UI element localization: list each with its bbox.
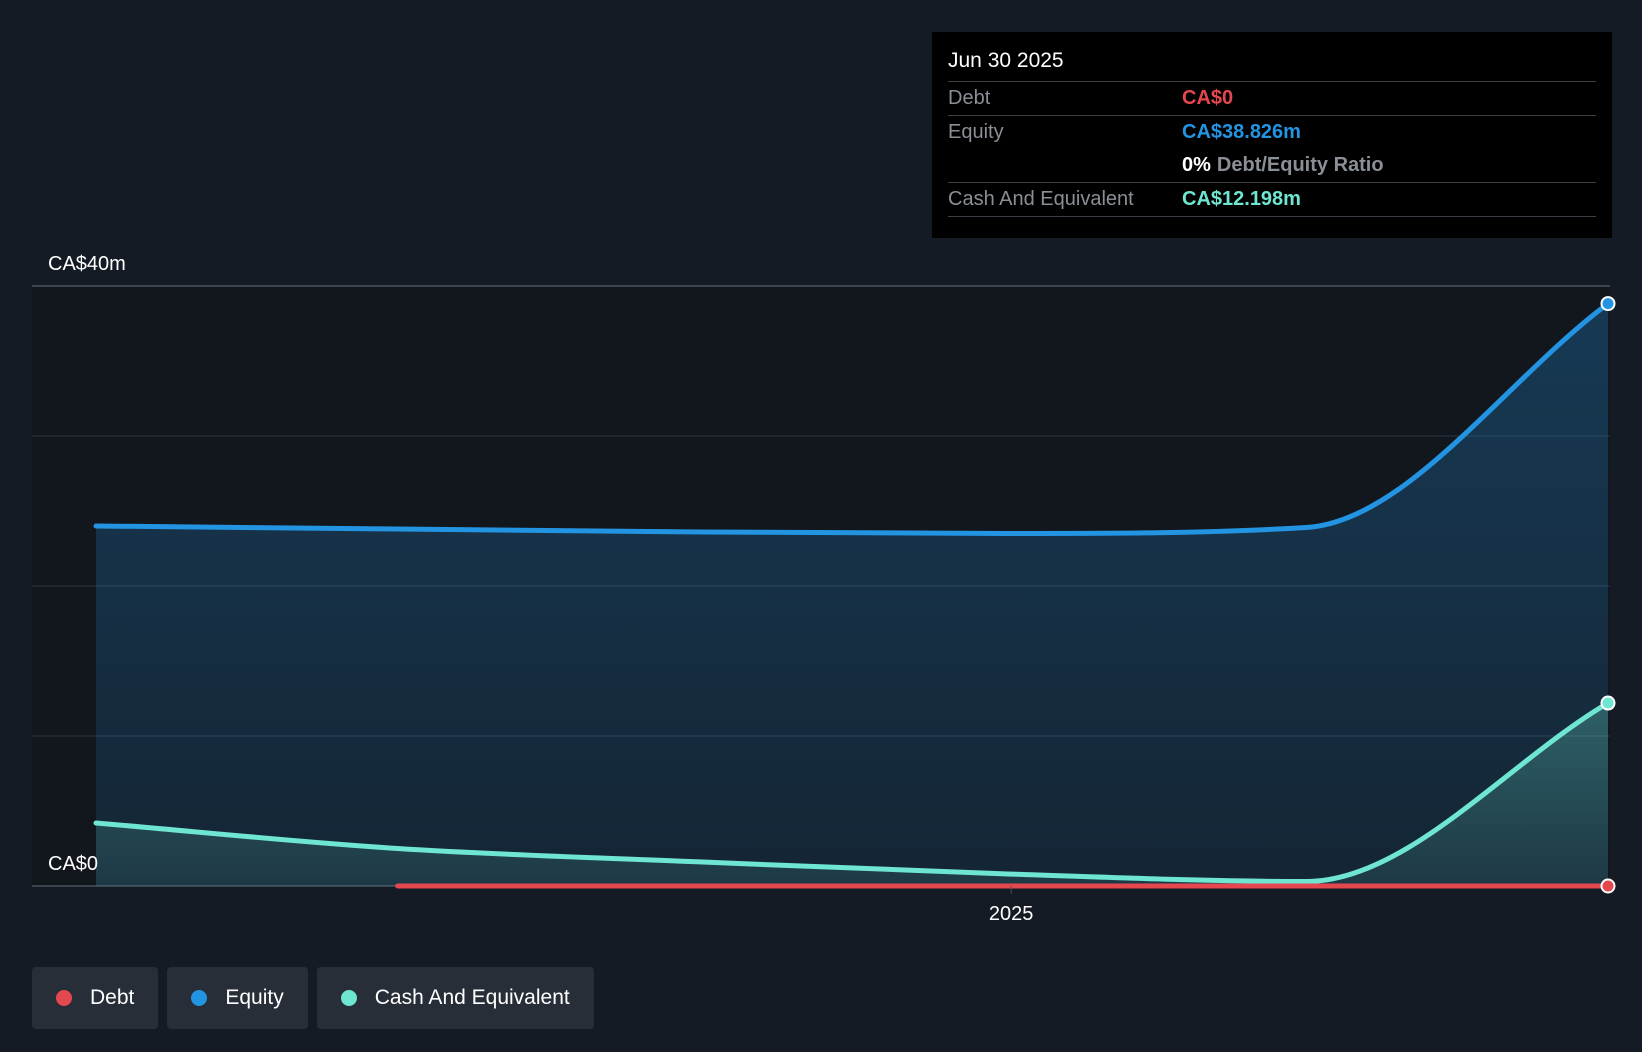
tooltip-row-equity: Equity CA$38.826m [948, 116, 1596, 149]
tooltip-cash-label: Cash And Equivalent [948, 188, 1134, 210]
tooltip-ratio-label: Debt/Equity Ratio [1216, 154, 1384, 176]
tooltip-row-ratio: 0% Debt/Equity Ratio [948, 149, 1596, 183]
legend-label-cash: Cash And Equivalent [374, 986, 570, 1009]
cash-dot-icon [340, 990, 357, 1006]
cash-line [93, 700, 1611, 884]
cash-area [96, 703, 1608, 886]
y-tick-label-bottom: CA$0 [48, 853, 98, 875]
axis-ticks: CA$40m CA$0 2025 [48, 253, 1033, 925]
equity-area [96, 303, 1608, 886]
legend-item-debt[interactable]: Debt [32, 967, 159, 1029]
tooltip-ratio-spacer [948, 149, 1182, 182]
debt-endpoint [1600, 878, 1616, 894]
legend: Debt Equity Cash And Equivalent [32, 967, 594, 1029]
equity-endpoint [1600, 296, 1616, 312]
tooltip-cash-value: CA$12.198m [1182, 188, 1301, 210]
tooltip-ratio-value: 0% [1182, 154, 1211, 176]
cash-endpoint [1600, 695, 1616, 711]
tooltip-row-debt: Debt CA$0 [948, 82, 1596, 116]
series-endpoints [1600, 296, 1616, 894]
equity-dot-icon [191, 990, 208, 1006]
data-tooltip: Jun 30 2025 Debt CA$0 Equity CA$38.826m … [932, 32, 1612, 238]
debt-dot-icon [56, 990, 72, 1006]
tooltip-date: Jun 30 2025 [948, 46, 1596, 82]
equity-line [93, 301, 1611, 536]
tooltip-debt-label: Debt [948, 87, 991, 109]
tooltip-equity-value: CA$38.826m [1182, 121, 1301, 143]
legend-item-equity[interactable]: Equity [167, 967, 308, 1029]
y-tick-label-top: CA$40m [48, 253, 126, 275]
tooltip-debt-value: CA$0 [1182, 87, 1234, 109]
x-tick-label: 2025 [989, 903, 1034, 925]
legend-label-equity: Equity [225, 986, 284, 1009]
series-areas [96, 303, 1608, 886]
tooltip-row-cash: Cash And Equivalent CA$12.198m [948, 183, 1596, 217]
series-lines [93, 301, 1611, 889]
legend-label-debt: Debt [90, 986, 135, 1009]
tooltip-equity-label: Equity [948, 121, 1004, 143]
legend-item-cash[interactable]: Cash And Equivalent [316, 967, 594, 1029]
